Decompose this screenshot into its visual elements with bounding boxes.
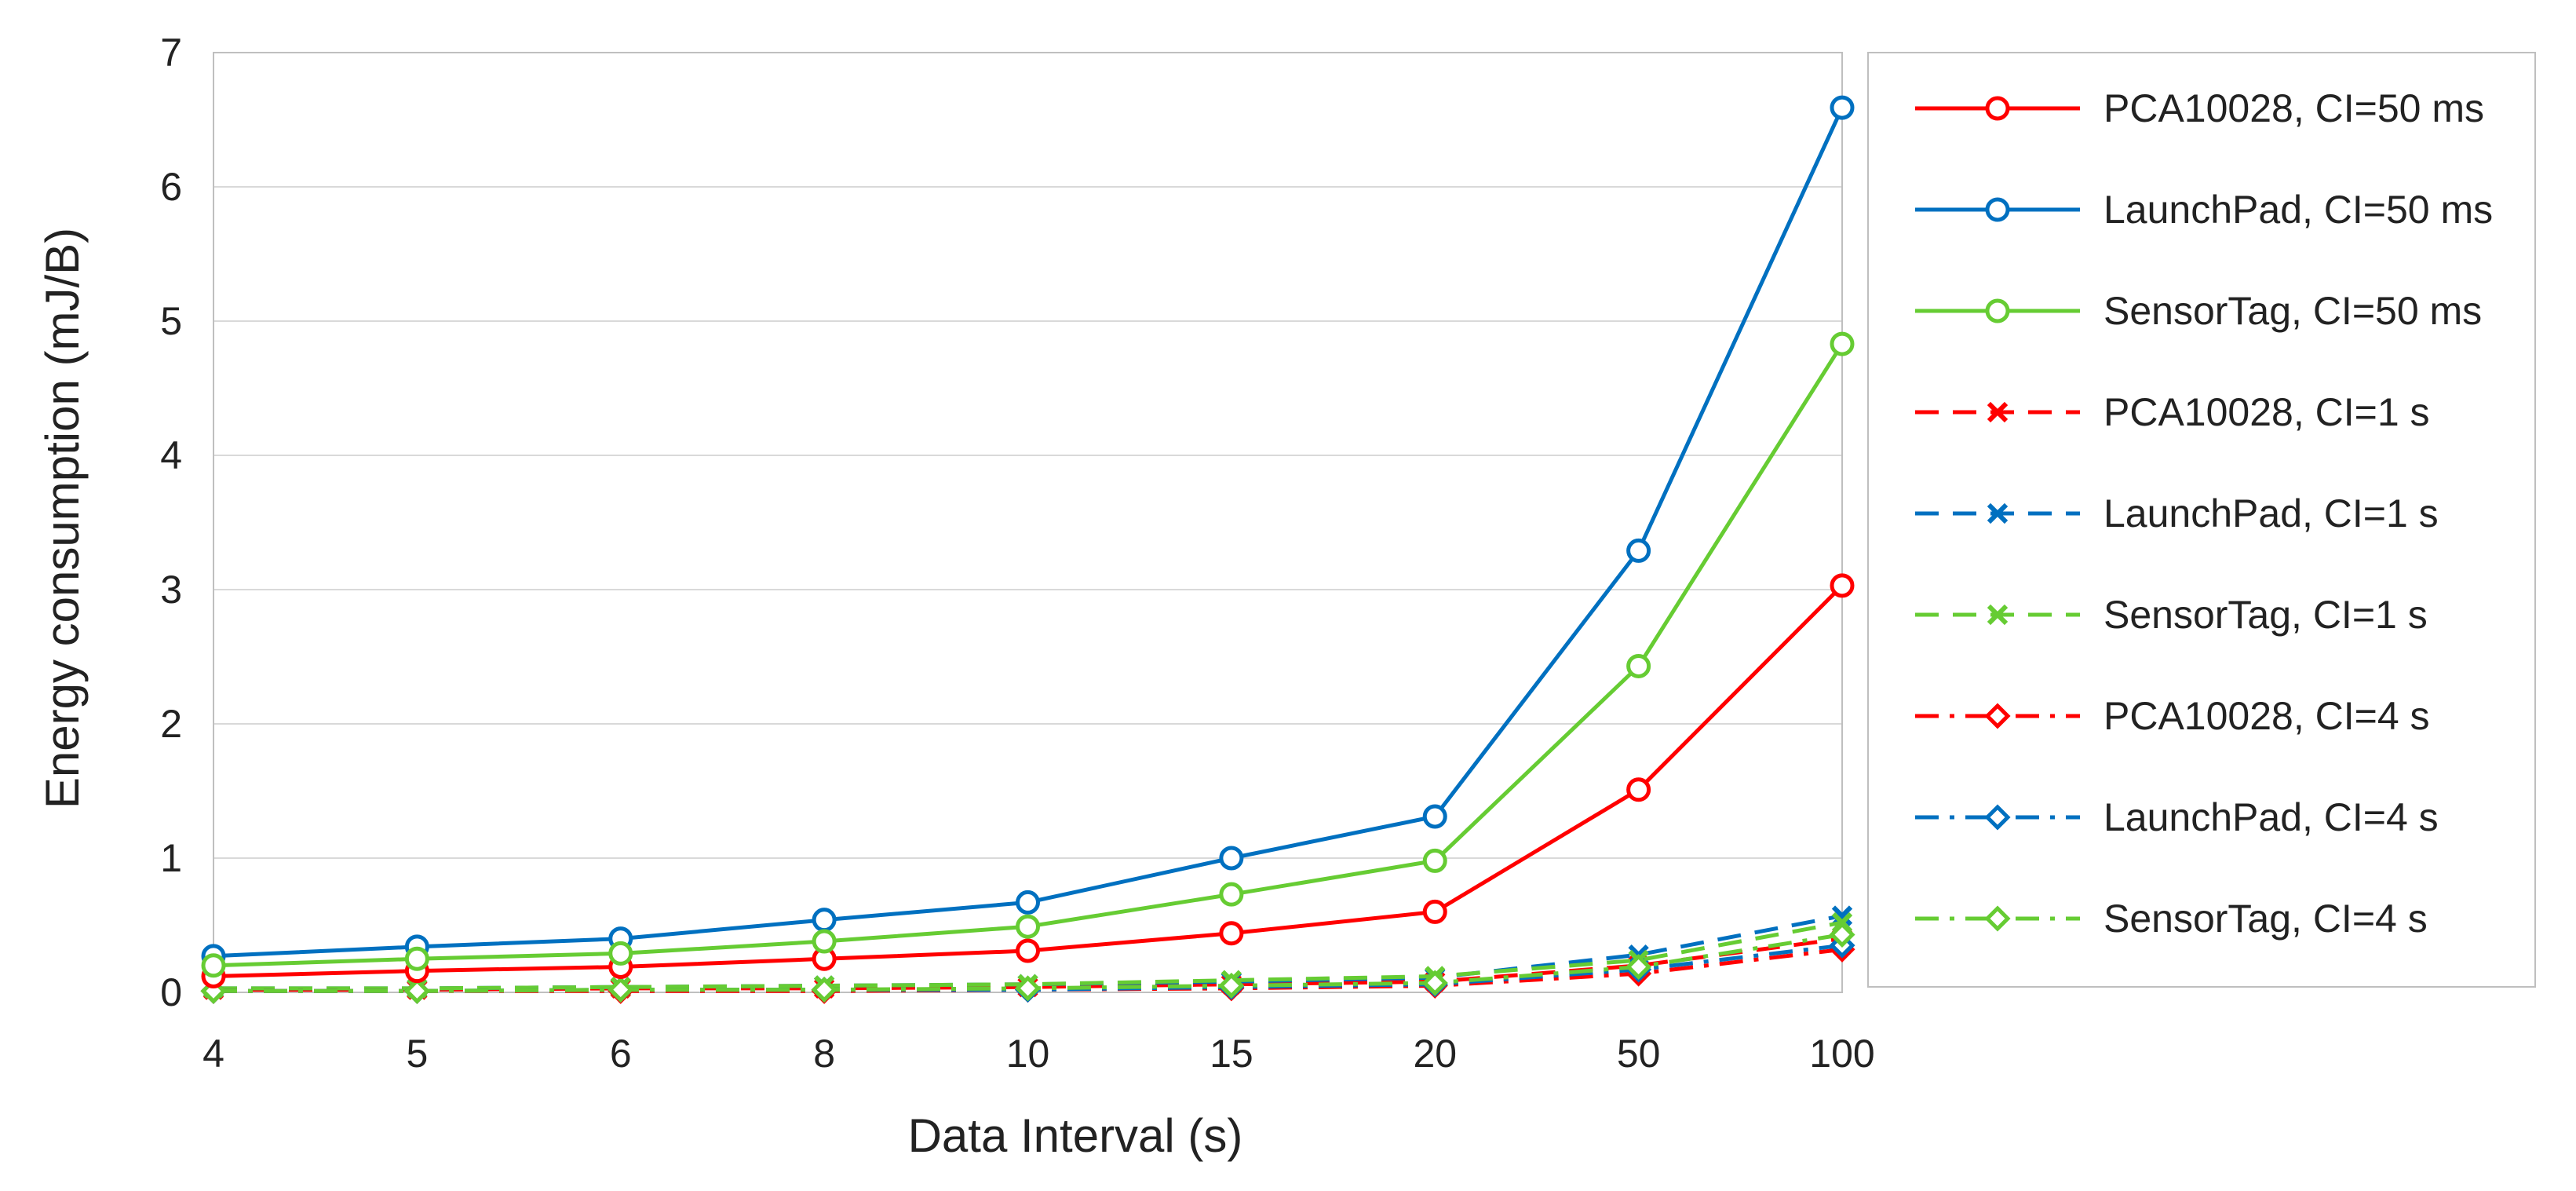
legend-swatch-marker [1987,401,2009,423]
data-point-2-50 [1626,538,1651,563]
data-point-1-15 [1219,921,1244,946]
legend-item-5: LaunchPad, CI=1 s [1915,491,2439,535]
series-3 [201,331,1855,978]
legend-label: SensorTag, CI=1 s [2103,593,2428,637]
data-point-3-100 [1830,331,1855,356]
legend-item-3: SensorTag, CI=50 ms [1915,289,2482,333]
legend-item-6: SensorTag, CI=1 s [1915,593,2428,637]
legend-swatch-marker [1984,703,2011,729]
data-point-9-100 [1829,921,1855,948]
data-point-9-5 [403,977,430,1004]
data-point-3-4 [201,953,226,978]
legend-swatch-marker [1987,604,2009,626]
data-point-9-8 [811,977,837,1003]
data-point-2-8 [812,908,837,933]
legend-item-8: LaunchPad, CI=4 s [1915,795,2439,839]
legend-label: LaunchPad, CI=50 ms [2103,188,2493,232]
y-tick-label-2: 2 [160,702,182,746]
x-tick-label-6: 6 [610,1032,632,1076]
x-tick-label-10: 10 [1006,1032,1050,1076]
data-point-9-50 [1626,953,1652,981]
data-point-5-100 [1831,905,1853,926]
x-tick-label-8: 8 [813,1032,835,1076]
y-tick-label-4: 4 [160,433,182,477]
legend-label: LaunchPad, CI=1 s [2103,491,2439,535]
legend-item-1: PCA10028, CI=50 ms [1915,86,2484,130]
series-layer [200,95,1855,1004]
x-tick-label-50: 50 [1617,1032,1661,1076]
legend-swatch-marker [1984,905,2011,932]
data-point-9-20 [1421,970,1448,996]
data-point-2-100 [1830,95,1855,120]
data-point-1-20 [1422,899,1447,924]
data-point-9-10 [1014,975,1042,1002]
data-point-3-15 [1219,882,1244,907]
y-tick-label-7: 7 [160,31,182,75]
legend-label: SensorTag, CI=4 s [2103,897,2428,941]
series-9 [200,921,1855,1004]
x-tick-label-5: 5 [406,1032,428,1076]
data-point-2-20 [1422,804,1447,829]
data-point-9-15 [1218,972,1245,999]
data-point-3-8 [812,929,837,954]
data-point-3-20 [1422,848,1447,873]
x-tick-label-20: 20 [1413,1032,1457,1076]
data-point-2-15 [1219,846,1244,871]
legend-item-4: PCA10028, CI=1 s [1915,390,2430,434]
data-point-2-10 [1016,890,1040,915]
legend-item-9: SensorTag, CI=4 s [1915,897,2428,941]
y-axis-tick-labels: 0 1 2 3 4 5 6 7 [160,31,182,1014]
x-tick-label-100: 100 [1809,1032,1874,1076]
data-point-3-6 [608,941,633,966]
data-point-9-6 [608,977,634,1003]
x-tick-label-15: 15 [1210,1032,1253,1076]
data-point-1-50 [1626,777,1651,802]
legend-label: PCA10028, CI=4 s [2103,694,2430,738]
data-point-1-100 [1830,573,1855,598]
x-tick-label-4: 4 [203,1032,224,1076]
legend-swatch-marker [1985,298,2010,323]
series-2 [201,95,1855,969]
x-axis-tick-labels: 4 5 6 8 10 15 20 50 100 [203,1032,1875,1076]
y-tick-label-3: 3 [160,568,182,612]
legend-swatch-marker [1985,96,2010,121]
y-tick-label-6: 6 [160,165,182,209]
legend-swatch-marker [1987,502,2009,524]
data-point-1-10 [1016,938,1040,963]
x-axis-title: Data Interval (s) [908,1109,1243,1162]
legend-label: PCA10028, CI=1 s [2103,390,2430,434]
data-point-3-10 [1016,914,1040,939]
legend-label: LaunchPad, CI=4 s [2103,795,2439,839]
data-point-3-5 [404,946,429,971]
legend-swatch-marker [1984,804,2011,831]
gridlines [213,186,1842,859]
legend: PCA10028, CI=50 ms LaunchPad, CI=50 ms Sen… [1867,52,2536,988]
y-axis-title: Energy consumption (mJ/B) [36,228,89,809]
legend-label: PCA10028, CI=50 ms [2103,86,2484,130]
legend-label: SensorTag, CI=50 ms [2103,289,2482,333]
legend-swatch-marker [1985,197,2010,222]
y-tick-label-0: 0 [160,970,182,1014]
y-tick-label-1: 1 [160,836,182,880]
data-point-3-50 [1626,653,1651,678]
legend-item-7: PCA10028, CI=4 s [1915,694,2430,738]
y-tick-label-5: 5 [160,299,182,343]
legend-item-2: LaunchPad, CI=50 ms [1915,188,2493,232]
